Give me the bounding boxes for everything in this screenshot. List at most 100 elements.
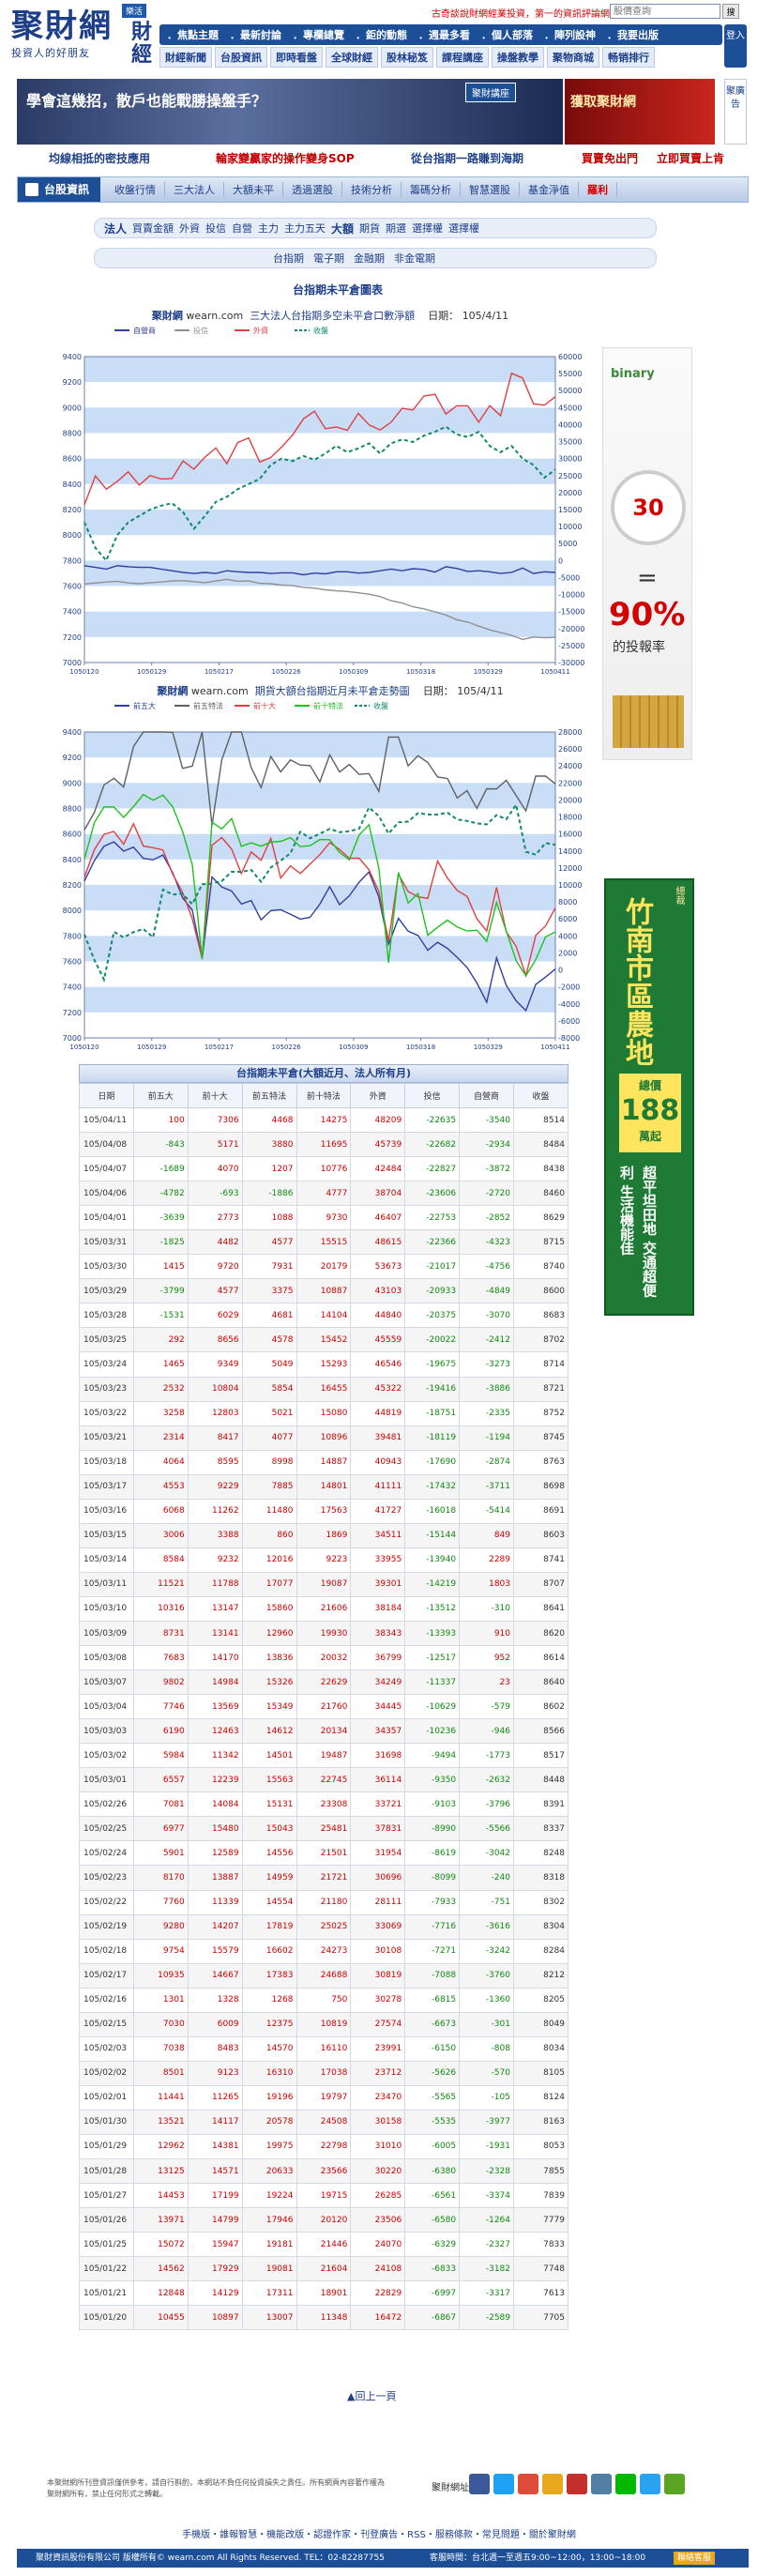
- table-cell: 5984: [132, 1743, 189, 1769]
- weibo-icon[interactable]: [542, 2474, 563, 2494]
- promo-links: 均線相抵的密技應用 輪家變贏家的操作變身SOP 從台指期一路賺到海期 買賣免出門…: [0, 150, 758, 167]
- tab-item[interactable]: 技術分析: [342, 182, 402, 197]
- top-notice[interactable]: 古奇談說財網經業投資，第一的資訊評論網站: [432, 9, 619, 20]
- nav-tab[interactable]: 即時看盤: [270, 47, 323, 68]
- twitter-icon[interactable]: [493, 2474, 514, 2494]
- nav-item[interactable]: ．陣列設神: [544, 29, 596, 41]
- nav-item[interactable]: ．週最多看: [418, 29, 470, 41]
- series-line: [83, 565, 556, 576]
- lecture-tag[interactable]: 樂活: [122, 4, 147, 18]
- ad-banner-right[interactable]: 獲取聚財網: [565, 79, 715, 145]
- facebook-icon[interactable]: [469, 2474, 490, 2494]
- table-cell: 105/02/18: [79, 1938, 134, 1964]
- youtube-icon[interactable]: [567, 2474, 587, 2494]
- ad-binary[interactable]: binary 30 = 90% 的投報率: [602, 347, 692, 760]
- site-logo[interactable]: 聚財網 投資人的好朋友 財經: [11, 8, 152, 69]
- promo-link[interactable]: 均線相抵的密技應用: [49, 152, 151, 165]
- google-plus-icon[interactable]: [518, 2474, 538, 2494]
- subnav-item[interactable]: 主力五天: [284, 222, 326, 235]
- subnav-item[interactable]: 電子期: [313, 252, 344, 265]
- tab-item[interactable]: 智慧選股: [461, 182, 521, 197]
- nav-item[interactable]: ．鉅的動態: [356, 29, 407, 41]
- skype-icon[interactable]: [640, 2474, 660, 2494]
- table-cell: 750: [296, 1987, 352, 2013]
- subnav-item[interactable]: 主力: [258, 222, 280, 235]
- wechat-icon[interactable]: [664, 2474, 685, 2494]
- nav-tab[interactable]: 全球財經: [326, 47, 378, 68]
- tab-item[interactable]: 籌碼分析: [402, 182, 462, 197]
- subnav-item[interactable]: 台指期: [273, 252, 304, 265]
- chart-brand: 聚財網: [157, 685, 189, 697]
- table-cell: -18751: [404, 1400, 461, 1426]
- promo-link[interactable]: 輪家變贏家的操作變身SOP: [216, 152, 355, 165]
- subnav-item[interactable]: 期選: [386, 222, 407, 235]
- seminar-banner[interactable]: 學會這幾招，散戶也能戰勝操盤手？ 聚財講座: [17, 79, 563, 145]
- table-row: 105/03/07 9802 14984 15326 22629 34249 -11337 2…: [79, 1669, 568, 1696]
- tab-item-hot[interactable]: 羅利: [579, 182, 618, 197]
- table-cell: 14959: [241, 1865, 297, 1891]
- side-ad-tab[interactable]: 聚廣告: [724, 79, 747, 145]
- nav-tab[interactable]: 財經新聞: [159, 47, 212, 68]
- subnav-item[interactable]: 選擇權: [412, 222, 444, 235]
- table-cell: 21760: [296, 1694, 352, 1720]
- subnav-item[interactable]: 投信: [205, 222, 227, 235]
- table-cell: 41727: [350, 1498, 406, 1524]
- subnav-item[interactable]: 自營: [232, 222, 253, 235]
- nav-tab[interactable]: 股林秘笈: [381, 47, 433, 68]
- nav-item[interactable]: ．個人部落: [481, 29, 533, 41]
- table-cell: 15326: [241, 1669, 297, 1696]
- subnav-item[interactable]: 期貨: [359, 222, 381, 235]
- x-tick-label: 1050226: [272, 1044, 302, 1051]
- clock-icon: 30: [611, 470, 686, 545]
- promo-link[interactable]: 立即買賣上肯: [657, 152, 725, 165]
- table-row: 105/02/19 9280 14207 17819 25025 33069 -7716 -3…: [79, 1913, 568, 1940]
- table-cell: 105/02/23: [79, 1865, 134, 1891]
- nav-tab[interactable]: 聚物商城: [547, 47, 599, 68]
- table-cell: 8603: [513, 1522, 568, 1548]
- search-button[interactable]: 搜: [722, 4, 739, 19]
- subnav-item[interactable]: 外資: [179, 222, 201, 235]
- table-cell: 849: [459, 1522, 514, 1548]
- nav-item[interactable]: ．專欄總覽: [293, 29, 344, 41]
- table-cell: -8099: [404, 1865, 461, 1891]
- subnav-item[interactable]: 選擇權: [448, 222, 480, 235]
- table-cell: 12962: [132, 2133, 189, 2160]
- tab-stock-info[interactable]: 台股資訊: [18, 177, 101, 202]
- table-cell: 8248: [513, 1840, 568, 1867]
- table-cell: 105/02/16: [79, 1987, 134, 2013]
- promo-link[interactable]: 從台指期一路賺到海期: [411, 152, 524, 165]
- nav-item[interactable]: ．最新討論: [230, 29, 281, 41]
- table-cell: 105/04/01: [79, 1205, 134, 1231]
- line-icon[interactable]: [615, 2474, 636, 2494]
- nav-tab[interactable]: 課程講座: [436, 47, 489, 68]
- subnav-item[interactable]: 非金電期: [394, 252, 435, 265]
- promo-link[interactable]: 買賣免出門: [582, 152, 639, 165]
- table-cell: 19196: [241, 2084, 297, 2111]
- tab-item[interactable]: 基金淨值: [520, 182, 580, 197]
- table-row: 105/02/03 7038 8483 14570 16110 23991 -6150 -80…: [79, 2035, 568, 2062]
- instagram-icon[interactable]: [591, 2474, 612, 2494]
- nav-tab[interactable]: 畅销排行: [602, 47, 655, 68]
- nav-item[interactable]: ．焦點主題: [167, 29, 219, 41]
- chart-brand: 聚財網: [151, 310, 183, 322]
- tab-item[interactable]: 大額未平: [224, 182, 284, 197]
- nav-tab[interactable]: 操盤教學: [492, 47, 544, 68]
- footer-links[interactable]: 手機版・誰報智慧・機能改版・認證作家・刊登廣告・RSS・服務條款・常見問題・關於…: [182, 2530, 576, 2540]
- tab-item[interactable]: 三大法人: [165, 182, 225, 197]
- table-cell: 5901: [132, 1840, 189, 1867]
- ad-real-estate[interactable]: 總裁 竹南市區農地 總價 188 萬起 超平坦田地 交通超便利 生活機能佳: [604, 878, 694, 1316]
- subnav-item[interactable]: 金融期: [354, 252, 385, 265]
- nav-tab[interactable]: 台股資訊: [215, 47, 267, 68]
- tab-item[interactable]: 透過選股: [283, 182, 343, 197]
- table-cell: -4849: [459, 1278, 514, 1304]
- contact-button[interactable]: 聯絡客服: [674, 2552, 716, 2565]
- login-button[interactable]: 登入: [724, 24, 747, 68]
- table-row: 105/03/14 8584 9232 12016 9223 33955 -13940 228…: [79, 1547, 568, 1573]
- tab-item[interactable]: 收盤行情: [106, 182, 166, 197]
- table-cell: 14570: [241, 2035, 297, 2062]
- back-link[interactable]: ▲回上一頁: [347, 2390, 397, 2402]
- nav-item[interactable]: ．我要出版: [607, 29, 659, 41]
- table-cell: 23991: [350, 2035, 406, 2062]
- subnav-item[interactable]: 買賣金額: [132, 222, 174, 235]
- stock-search-input[interactable]: [610, 4, 720, 19]
